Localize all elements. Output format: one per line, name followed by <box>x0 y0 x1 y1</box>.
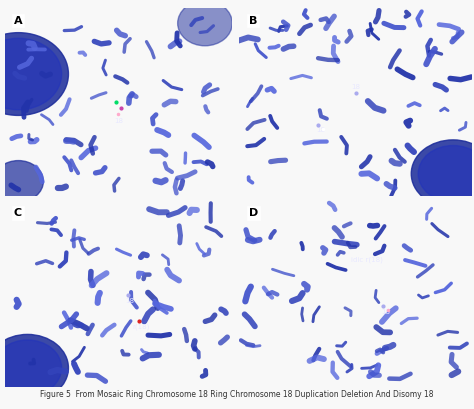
Text: r(18): r(18) <box>133 324 150 330</box>
Text: B: B <box>249 16 257 26</box>
Text: Figure 5  From Mosaic Ring Chromosome 18 Ring Chromosome 18 Duplication Deletion: Figure 5 From Mosaic Ring Chromosome 18 … <box>40 390 434 399</box>
Circle shape <box>0 335 68 401</box>
Text: A: A <box>14 16 22 26</box>
Circle shape <box>418 146 474 202</box>
Text: D: D <box>249 208 258 218</box>
Circle shape <box>0 340 62 396</box>
Text: 18: 18 <box>126 298 134 304</box>
Circle shape <box>0 38 62 110</box>
Circle shape <box>411 140 474 208</box>
Text: 18: 18 <box>316 128 325 133</box>
Text: idic r(18): idic r(18) <box>351 257 383 263</box>
Text: 18: 18 <box>114 118 123 124</box>
Text: C: C <box>14 208 22 218</box>
Circle shape <box>0 161 44 202</box>
Circle shape <box>178 1 232 46</box>
Text: 18: 18 <box>351 84 360 90</box>
Text: 18: 18 <box>381 309 390 315</box>
Circle shape <box>0 33 68 115</box>
